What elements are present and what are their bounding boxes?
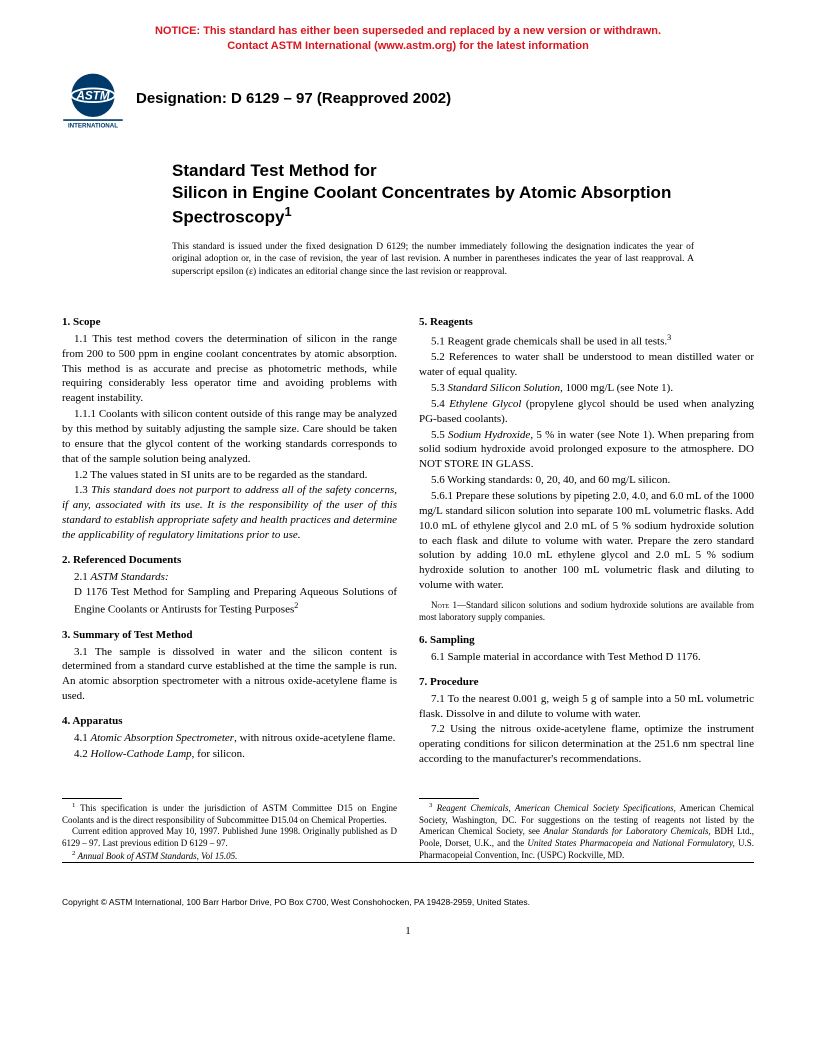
notice-line-1: NOTICE: This standard has either been su… xyxy=(155,25,661,37)
para-2-1: 2.1 ASTM Standards: xyxy=(62,570,397,585)
title-pretext: Standard Test Method for xyxy=(172,161,377,180)
para-7-2: 7.2 Using the nitrous oxide-acetylene fl… xyxy=(419,722,754,767)
section-3-heading: 3. Summary of Test Method xyxy=(62,628,397,643)
document-title: Standard Test Method for Silicon in Engi… xyxy=(172,160,694,229)
ref-d1176: D 1176 Test Method for Sampling and Prep… xyxy=(62,585,397,617)
footnote-1: 1 This specification is under the jurisd… xyxy=(62,802,397,826)
notice-line-2: Contact ASTM International (www.astm.org… xyxy=(227,40,589,52)
section-6-heading: 6. Sampling xyxy=(419,633,754,648)
svg-text:ASTM: ASTM xyxy=(75,89,110,102)
footnote-3: 3 Reagent Chemicals, American Chemical S… xyxy=(419,802,754,861)
footnote-1-text: This specification is under the jurisdic… xyxy=(62,803,397,825)
title-footnote-ref: 1 xyxy=(284,204,291,219)
issuance-note: This standard is issued under the fixed … xyxy=(172,241,694,279)
para-5-1-text: 5.1 Reagent grade chemicals shall be use… xyxy=(431,336,667,348)
notice-banner: NOTICE: This standard has either been su… xyxy=(62,24,754,54)
svg-text:INTERNATIONAL: INTERNATIONAL xyxy=(68,122,118,129)
para-1-1-1: 1.1.1 Coolants with silicon content outs… xyxy=(62,407,397,466)
section-7-heading: 7. Procedure xyxy=(419,675,754,690)
para-5-5: 5.5 Sodium Hydroxide, 5 % in water (see … xyxy=(419,428,754,473)
para-5-6-1: 5.6.1 Prepare these solutions by pipetin… xyxy=(419,489,754,593)
note-1: Note 1—Standard silicon solutions and so… xyxy=(419,599,754,623)
footnotes-block: 1 This specification is under the jurisd… xyxy=(62,798,754,862)
section-4-heading: 4. Apparatus xyxy=(62,714,397,729)
section-5-heading: 5. Reagents xyxy=(419,315,754,330)
title-block: Standard Test Method for Silicon in Engi… xyxy=(172,160,694,279)
para-5-4: 5.4 Ethylene Glycol (propylene glycol sh… xyxy=(419,397,754,427)
copyright-text: Copyright © ASTM International, 100 Barr… xyxy=(62,897,754,907)
para-5-1: 5.1 Reagent grade chemicals shall be use… xyxy=(419,332,754,350)
para-4-2: 4.2 Hollow-Cathode Lamp, for silicon. xyxy=(62,747,397,762)
para-5-1-sup: 3 xyxy=(667,333,671,342)
footnote-rule-left xyxy=(62,798,122,799)
footnote-1b: Current edition approved May 10, 1997. P… xyxy=(62,826,397,849)
footnote-2-text: Annual Book of ASTM Standards, Vol 15.05… xyxy=(78,851,238,861)
footnote-rule-right xyxy=(419,798,479,799)
page-number: 1 xyxy=(62,925,754,937)
para-1-3: 1.3 This standard does not purport to ad… xyxy=(62,483,397,542)
para-1-2: 1.2 The values stated in SI units are to… xyxy=(62,468,397,483)
para-5-3: 5.3 Standard Silicon Solution, 1000 mg/L… xyxy=(419,381,754,396)
astm-logo: ASTM INTERNATIONAL xyxy=(62,68,124,130)
copyright-block: Copyright © ASTM International, 100 Barr… xyxy=(62,862,754,907)
header-row: ASTM INTERNATIONAL Designation: D 6129 –… xyxy=(62,68,754,130)
note-1-text: Standard silicon solutions and sodium hy… xyxy=(419,600,754,622)
section-1-heading: 1. Scope xyxy=(62,315,397,330)
para-5-2: 5.2 References to water shall be underst… xyxy=(419,350,754,380)
para-6-1: 6.1 Sample material in accordance with T… xyxy=(419,650,754,665)
note-1-label: Note 1— xyxy=(431,600,466,610)
para-5-6: 5.6 Working standards: 0, 20, 40, and 60… xyxy=(419,473,754,488)
ref-d1176-sup: 2 xyxy=(294,601,298,610)
body-columns: 1. Scope 1.1 This test method covers the… xyxy=(62,305,754,768)
document-page: NOTICE: This standard has either been su… xyxy=(0,0,816,1056)
section-2-heading: 2. Referenced Documents xyxy=(62,553,397,568)
ref-d1176-text: D 1176 Test Method for Sampling and Prep… xyxy=(74,586,397,616)
copyright-rule xyxy=(62,862,754,863)
para-3-1: 3.1 The sample is dissolved in water and… xyxy=(62,645,397,704)
title-main-text: Silicon in Engine Coolant Concentrates b… xyxy=(172,183,671,227)
para-7-1: 7.1 To the nearest 0.001 g, weigh 5 g of… xyxy=(419,692,754,722)
para-4-1: 4.1 Atomic Absorption Spectrometer, with… xyxy=(62,731,397,746)
footnote-2: 2 Annual Book of ASTM Standards, Vol 15.… xyxy=(62,850,397,863)
para-1-3-italic: This standard does not purport to addres… xyxy=(62,484,397,541)
designation-line: Designation: D 6129 – 97 (Reapproved 200… xyxy=(136,90,451,107)
para-1-1: 1.1 This test method covers the determin… xyxy=(62,332,397,406)
